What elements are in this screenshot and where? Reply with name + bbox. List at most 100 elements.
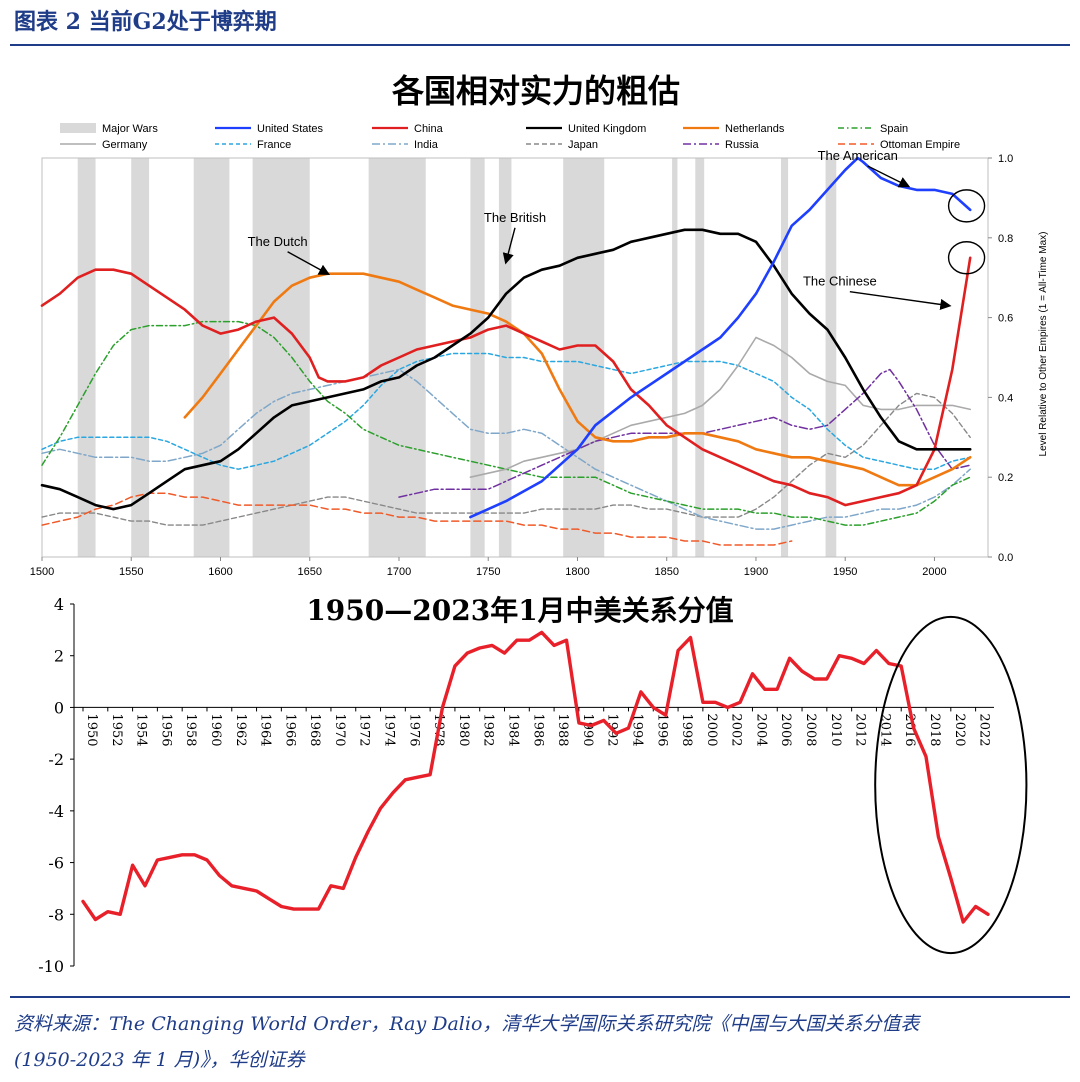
series-line-ottoman-empire <box>41 492 793 546</box>
y-tick-label: -8 <box>48 905 64 924</box>
series-line-japan <box>41 392 971 526</box>
x-tick-label: 1964 <box>258 713 273 746</box>
annotation-the-american: The American <box>818 148 898 163</box>
y-tick-label: 4 <box>54 595 64 614</box>
legend-label-france: France <box>257 139 291 151</box>
legend-item-japan: Japan <box>526 139 598 151</box>
x-tick-label: 1974 <box>382 713 397 746</box>
legend-item-china: China <box>372 123 444 135</box>
legend-label-japan: Japan <box>568 139 598 151</box>
legend-item-russia: Russia <box>683 139 760 151</box>
x-tick-label: 1966 <box>282 713 297 746</box>
x-tick-label: 2022 <box>977 713 992 746</box>
x-tick-label: 1956 <box>158 713 173 746</box>
y-tick-label: -10 <box>38 957 64 976</box>
x-tick-label: 2012 <box>853 713 868 746</box>
x-tick-label: 1986 <box>530 713 545 746</box>
x-tick-label: 1900 <box>744 566 768 578</box>
x-tick-label: 1976 <box>406 713 421 746</box>
series-line-germany <box>469 336 972 479</box>
x-tick-label: 1954 <box>134 713 149 746</box>
x-tick-label: 1988 <box>555 713 570 746</box>
legend-item-major-wars: Major Wars <box>60 123 158 135</box>
legend-item-spain: Spain <box>838 123 908 135</box>
x-tick-label: 1990 <box>580 713 595 746</box>
x-tick-label: 1982 <box>481 713 496 746</box>
y-tick-label: 0.2 <box>998 472 1013 484</box>
major-war-band <box>77 158 96 557</box>
relative-strength-chart: 各国相对实力的粗估 Major Wars United States China Un… <box>30 72 1049 578</box>
annotation-arrow <box>502 227 516 265</box>
x-tick-label: 1500 <box>30 566 54 578</box>
annotation-arrow <box>867 165 911 188</box>
series-line-netherlands <box>183 272 972 487</box>
legend-item-germany: Germany <box>60 139 148 151</box>
legend-label-netherlands: Netherlands <box>725 123 785 135</box>
chart1-title: 各国相对实力的粗估 <box>392 72 680 110</box>
major-war-band <box>695 158 705 557</box>
legend-item-netherlands: Netherlands <box>683 123 785 135</box>
y-tick-label: 1.0 <box>998 153 1013 165</box>
x-tick-label: 1950 <box>84 713 99 746</box>
legend-label-major-wars: Major Wars <box>102 123 158 135</box>
source-note-line1: 资料来源：The Changing World Order，Ray Dalio，… <box>14 1013 920 1035</box>
chart1-plot-border <box>41 157 989 558</box>
x-tick-label: 2006 <box>778 713 793 746</box>
legend-label-united-states: United States <box>257 123 324 135</box>
y-tick-label: 0 <box>54 698 64 717</box>
major-war-band <box>470 158 485 557</box>
annotation-the-british: The British <box>484 210 546 225</box>
x-tick-label: 1600 <box>208 566 232 578</box>
annotation-the-dutch: The Dutch <box>248 234 308 249</box>
legend-label-china: China <box>414 123 444 135</box>
header-rule <box>10 44 1070 46</box>
major-wars-bands <box>77 158 837 557</box>
x-tick-label: 2000 <box>922 566 946 578</box>
y-tick-label: 0.0 <box>998 552 1013 564</box>
x-tick-label: 1994 <box>629 713 644 746</box>
legend-label-spain: Spain <box>880 123 908 135</box>
x-tick-label: 1972 <box>357 713 372 746</box>
x-tick-label: 2000 <box>704 713 719 746</box>
x-tick-label: 1800 <box>565 566 589 578</box>
series-line-india <box>41 368 971 530</box>
x-tick-label: 1980 <box>456 713 471 746</box>
x-tick-label: 1952 <box>109 713 124 746</box>
major-war-band <box>252 158 310 557</box>
chart2-series <box>81 630 990 924</box>
x-tick-label: 2002 <box>729 713 744 746</box>
legend-swatch-major-wars <box>60 123 96 133</box>
major-war-band <box>780 158 789 557</box>
major-war-band <box>563 158 605 557</box>
chart1-y-axis-label: Level Relative to Other Empires (1 = All… <box>1038 232 1049 457</box>
legend-label-russia: Russia <box>725 139 760 151</box>
china-us-relations-chart: 1950—2023年1月中美关系分值 4 2 0 -2 -4 -6 -8 -10 1950 195… <box>38 594 1028 976</box>
major-war-band <box>131 158 150 557</box>
x-tick-label: 2008 <box>803 713 818 746</box>
x-tick-label: 1750 <box>476 566 500 578</box>
series-line-united-kingdom <box>40 228 972 511</box>
x-tick-label: 1700 <box>387 566 411 578</box>
legend-item-united-kingdom: United Kingdom <box>526 123 646 135</box>
legend-item-united-states: United States <box>215 123 324 135</box>
major-war-band <box>825 158 837 557</box>
highlight-circle <box>947 189 986 223</box>
legend-label-india: India <box>414 139 439 151</box>
x-tick-label: 2018 <box>927 713 942 746</box>
annotation-the-chinese: The Chinese <box>803 274 877 289</box>
legend-label-germany: Germany <box>102 139 148 151</box>
legend-item-india: India <box>372 139 439 151</box>
annotation-arrow <box>849 290 952 311</box>
x-tick-label: 1850 <box>654 566 678 578</box>
chart1-legend: Major Wars United States China United Kingd… <box>60 123 960 151</box>
series-line-france <box>41 352 971 470</box>
y-tick-label: 0.6 <box>998 313 1013 325</box>
relations-score-line <box>81 630 990 924</box>
major-war-band <box>672 158 678 557</box>
y-tick-label: -4 <box>48 802 64 821</box>
legend-label-ottoman-empire: Ottoman Empire <box>880 139 960 151</box>
source-note-line2: (1950-2023 年 1 月)》，华创证券 <box>14 1049 305 1071</box>
x-tick-label: 1650 <box>297 566 321 578</box>
x-tick-label: 2020 <box>952 713 967 746</box>
x-tick-label: 1962 <box>233 713 248 746</box>
